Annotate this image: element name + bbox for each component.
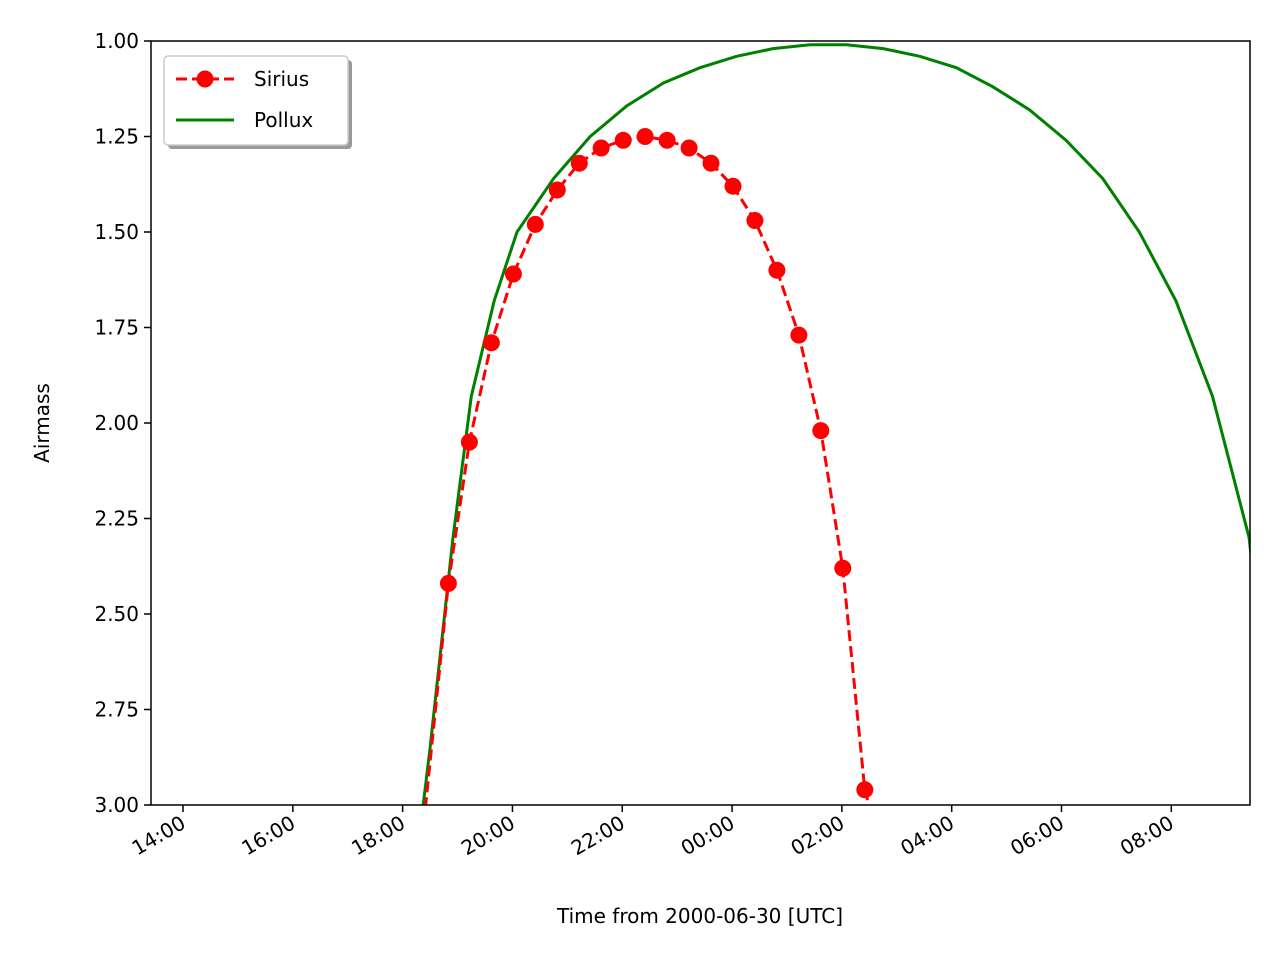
y-axis-label: Airmass [30, 383, 54, 463]
x-tick-label: 06:00 [1006, 811, 1068, 861]
series-line-pollux [421, 43, 1250, 805]
series-layer [415, 43, 1250, 833]
data-point-sirius [834, 559, 852, 577]
plot-background [151, 41, 1250, 805]
x-tick-label: 16:00 [237, 811, 299, 861]
y-tick-label: 1.25 [94, 125, 139, 149]
x-tick-label: 04:00 [896, 811, 958, 861]
y-tick-label: 2.75 [94, 698, 139, 722]
data-point-sirius [614, 131, 632, 149]
y-tick-label: 3.00 [94, 793, 139, 817]
y-tick-label: 2.25 [94, 507, 139, 531]
data-point-sirius [724, 177, 742, 195]
x-tick-label: 22:00 [567, 811, 629, 861]
y-tick-label: 1.00 [94, 29, 139, 53]
data-point-sirius [592, 139, 610, 157]
x-tick-label: 08:00 [1116, 811, 1178, 861]
x-axis-label: Time from 2000-06-30 [UTC] [556, 904, 843, 928]
y-tick-label: 1.75 [94, 316, 139, 340]
data-point-sirius [504, 265, 522, 283]
y-axis-ticks: 1.00 1.25 1.50 1.75 2.00 2.25 2.50 2.75 3.00 [94, 29, 151, 817]
y-tick-label: 1.50 [94, 220, 139, 244]
data-point-sirius [768, 261, 786, 279]
data-point-sirius [812, 422, 830, 440]
y-tick-label: 2.50 [94, 602, 139, 626]
data-point-sirius [746, 212, 764, 229]
data-point-sirius [548, 181, 566, 199]
x-tick-label: 20:00 [457, 811, 519, 861]
data-point-sirius [790, 326, 808, 344]
y-tick-label: 2.00 [94, 411, 139, 435]
data-point-sirius [570, 154, 588, 172]
x-axis-ticks: 14:00 16:00 18:00 20:00 22:00 00:00 02:00 04:00… [128, 805, 1178, 860]
legend-label-pollux: Pollux [254, 108, 313, 132]
x-tick-label: 00:00 [677, 811, 739, 861]
x-tick-label: 14:00 [128, 811, 190, 861]
data-point-sirius [702, 154, 720, 172]
data-point-sirius [439, 574, 457, 592]
data-point-sirius [658, 131, 676, 149]
series-line-sirius [424, 134, 871, 805]
x-tick-label: 02:00 [786, 811, 848, 861]
data-point-sirius [482, 334, 500, 352]
data-point-sirius [636, 128, 654, 145]
data-point-sirius [526, 215, 544, 233]
data-point-sirius [460, 433, 478, 451]
data-point-sirius [415, 816, 432, 833]
data-point-sirius [856, 781, 874, 799]
legend-swatch-sirius-marker [196, 70, 214, 88]
legend: Sirius Pollux [163, 55, 349, 146]
data-point-sirius [865, 816, 882, 833]
x-tick-label: 18:00 [347, 811, 409, 861]
legend-label-sirius: Sirius [254, 67, 309, 91]
data-point-sirius [680, 139, 698, 157]
